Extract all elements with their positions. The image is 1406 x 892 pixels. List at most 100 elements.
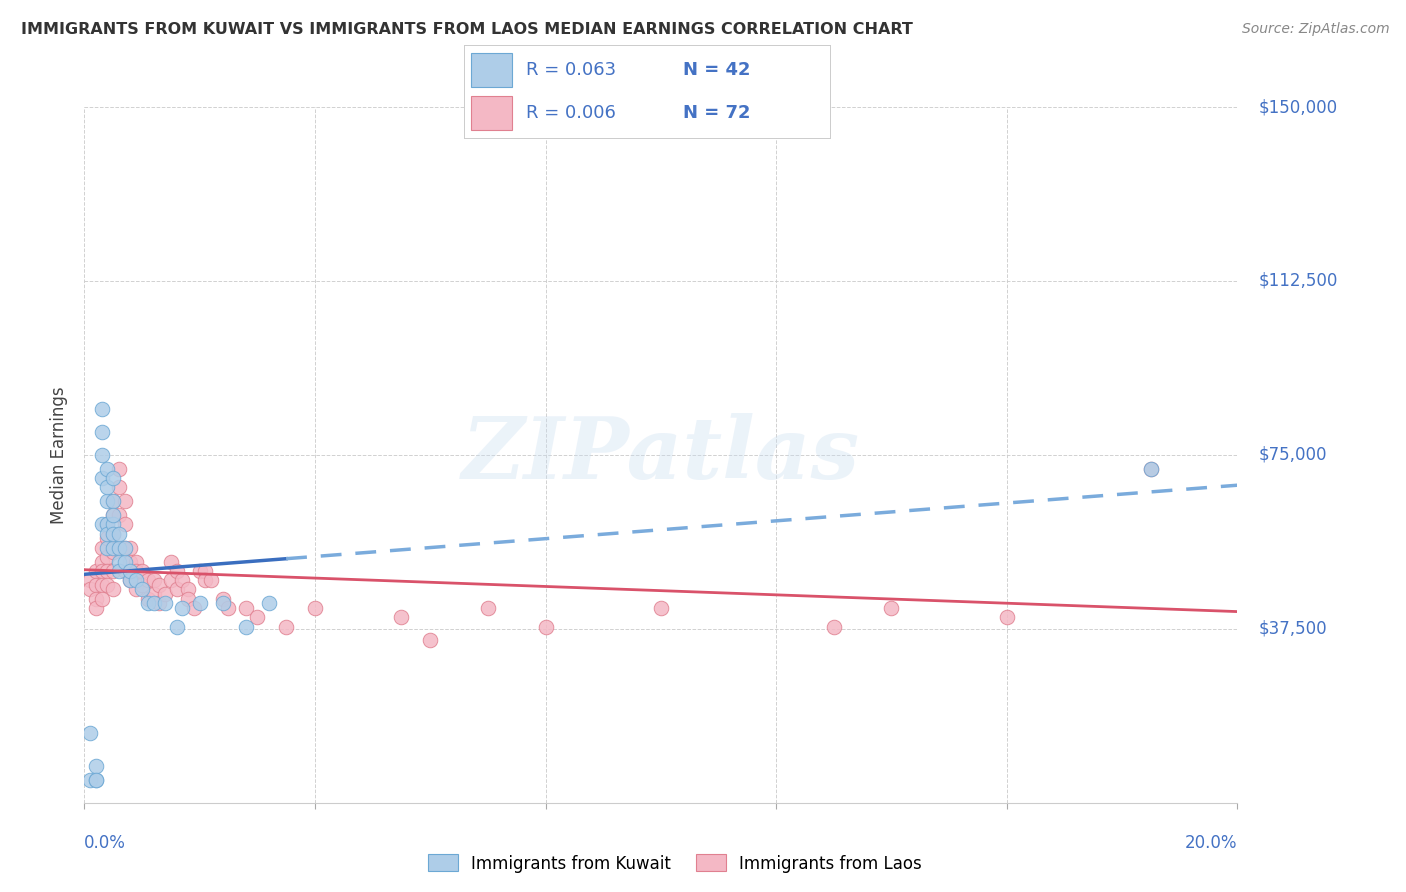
Text: 20.0%: 20.0% (1185, 834, 1237, 852)
Point (103, 508, 124, 523)
FancyBboxPatch shape (471, 53, 512, 87)
Point (148, 578, 170, 592)
Point (103, 526, 124, 541)
Text: Source: ZipAtlas.com: Source: ZipAtlas.com (1241, 22, 1389, 37)
Point (103, 526, 124, 541)
Point (84, 591, 107, 606)
Text: $112,500: $112,500 (1258, 272, 1337, 290)
Point (96, 578, 118, 592)
Point (142, 573, 165, 587)
Point (96, 462, 118, 476)
Text: N = 42: N = 42 (683, 61, 751, 78)
Point (79, 726, 101, 740)
Y-axis label: Median Earnings: Median Earnings (51, 386, 69, 524)
Text: N = 72: N = 72 (683, 104, 751, 122)
Point (160, 573, 183, 587)
Text: 0.0%: 0.0% (84, 834, 127, 852)
Point (103, 471, 124, 485)
Point (274, 619, 298, 633)
Point (103, 494, 124, 508)
Point (120, 573, 142, 587)
Point (90, 591, 112, 606)
Point (103, 545, 124, 559)
Point (136, 573, 159, 587)
Point (125, 582, 148, 597)
Text: IMMIGRANTS FROM KUWAIT VS IMMIGRANTS FROM LAOS MEDIAN EARNINGS CORRELATION CHART: IMMIGRANTS FROM KUWAIT VS IMMIGRANTS FRO… (21, 22, 912, 37)
Text: $150,000: $150,000 (1258, 98, 1337, 116)
Point (153, 587, 176, 601)
Text: $37,500: $37,500 (1258, 620, 1327, 638)
Point (650, 601, 672, 615)
Point (84, 772, 107, 787)
Point (103, 494, 124, 508)
Point (108, 564, 131, 578)
Point (125, 564, 148, 578)
Point (79, 772, 101, 787)
Point (79, 573, 101, 587)
Point (995, 610, 1018, 624)
Point (84, 601, 107, 615)
Point (96, 532, 118, 546)
Point (235, 601, 257, 615)
Point (103, 564, 124, 578)
Point (1139, 462, 1161, 476)
Point (1139, 462, 1161, 476)
Point (177, 591, 200, 606)
Point (114, 541, 136, 555)
Point (211, 596, 233, 610)
Point (391, 610, 413, 624)
Point (108, 508, 131, 523)
Point (103, 508, 124, 523)
Point (131, 582, 153, 597)
Point (160, 555, 183, 569)
Point (114, 494, 136, 508)
Point (125, 573, 148, 587)
Point (177, 582, 200, 597)
Point (235, 619, 257, 633)
Point (114, 541, 136, 555)
Point (246, 610, 269, 624)
Point (84, 758, 107, 772)
Point (96, 549, 118, 564)
Point (120, 573, 142, 587)
Legend: Immigrants from Kuwait, Immigrants from Laos: Immigrants from Kuwait, Immigrants from … (420, 847, 929, 880)
Point (90, 448, 112, 462)
Point (114, 517, 136, 532)
Point (90, 541, 112, 555)
Point (166, 582, 188, 597)
Point (96, 517, 118, 532)
Point (114, 564, 136, 578)
Point (90, 471, 112, 485)
Point (108, 480, 131, 494)
Point (304, 601, 326, 615)
Text: R = 0.063: R = 0.063 (526, 61, 616, 78)
Point (108, 462, 131, 476)
Point (534, 619, 557, 633)
Point (84, 564, 107, 578)
Point (166, 619, 188, 633)
Point (172, 601, 194, 615)
Point (120, 541, 142, 555)
Point (823, 619, 845, 633)
Point (103, 517, 124, 532)
Point (142, 596, 165, 610)
Point (194, 564, 217, 578)
Point (136, 591, 159, 606)
Point (419, 633, 441, 648)
Point (90, 555, 112, 569)
Point (96, 541, 118, 555)
Text: R = 0.006: R = 0.006 (526, 104, 616, 122)
Point (217, 601, 239, 615)
Point (103, 582, 124, 597)
Point (136, 596, 159, 610)
Point (108, 541, 131, 555)
Point (120, 555, 142, 569)
Point (84, 578, 107, 592)
Point (114, 555, 136, 569)
Point (142, 587, 165, 601)
Text: $75,000: $75,000 (1258, 446, 1327, 464)
Point (90, 564, 112, 578)
Point (194, 573, 217, 587)
Point (96, 564, 118, 578)
Point (79, 582, 101, 597)
